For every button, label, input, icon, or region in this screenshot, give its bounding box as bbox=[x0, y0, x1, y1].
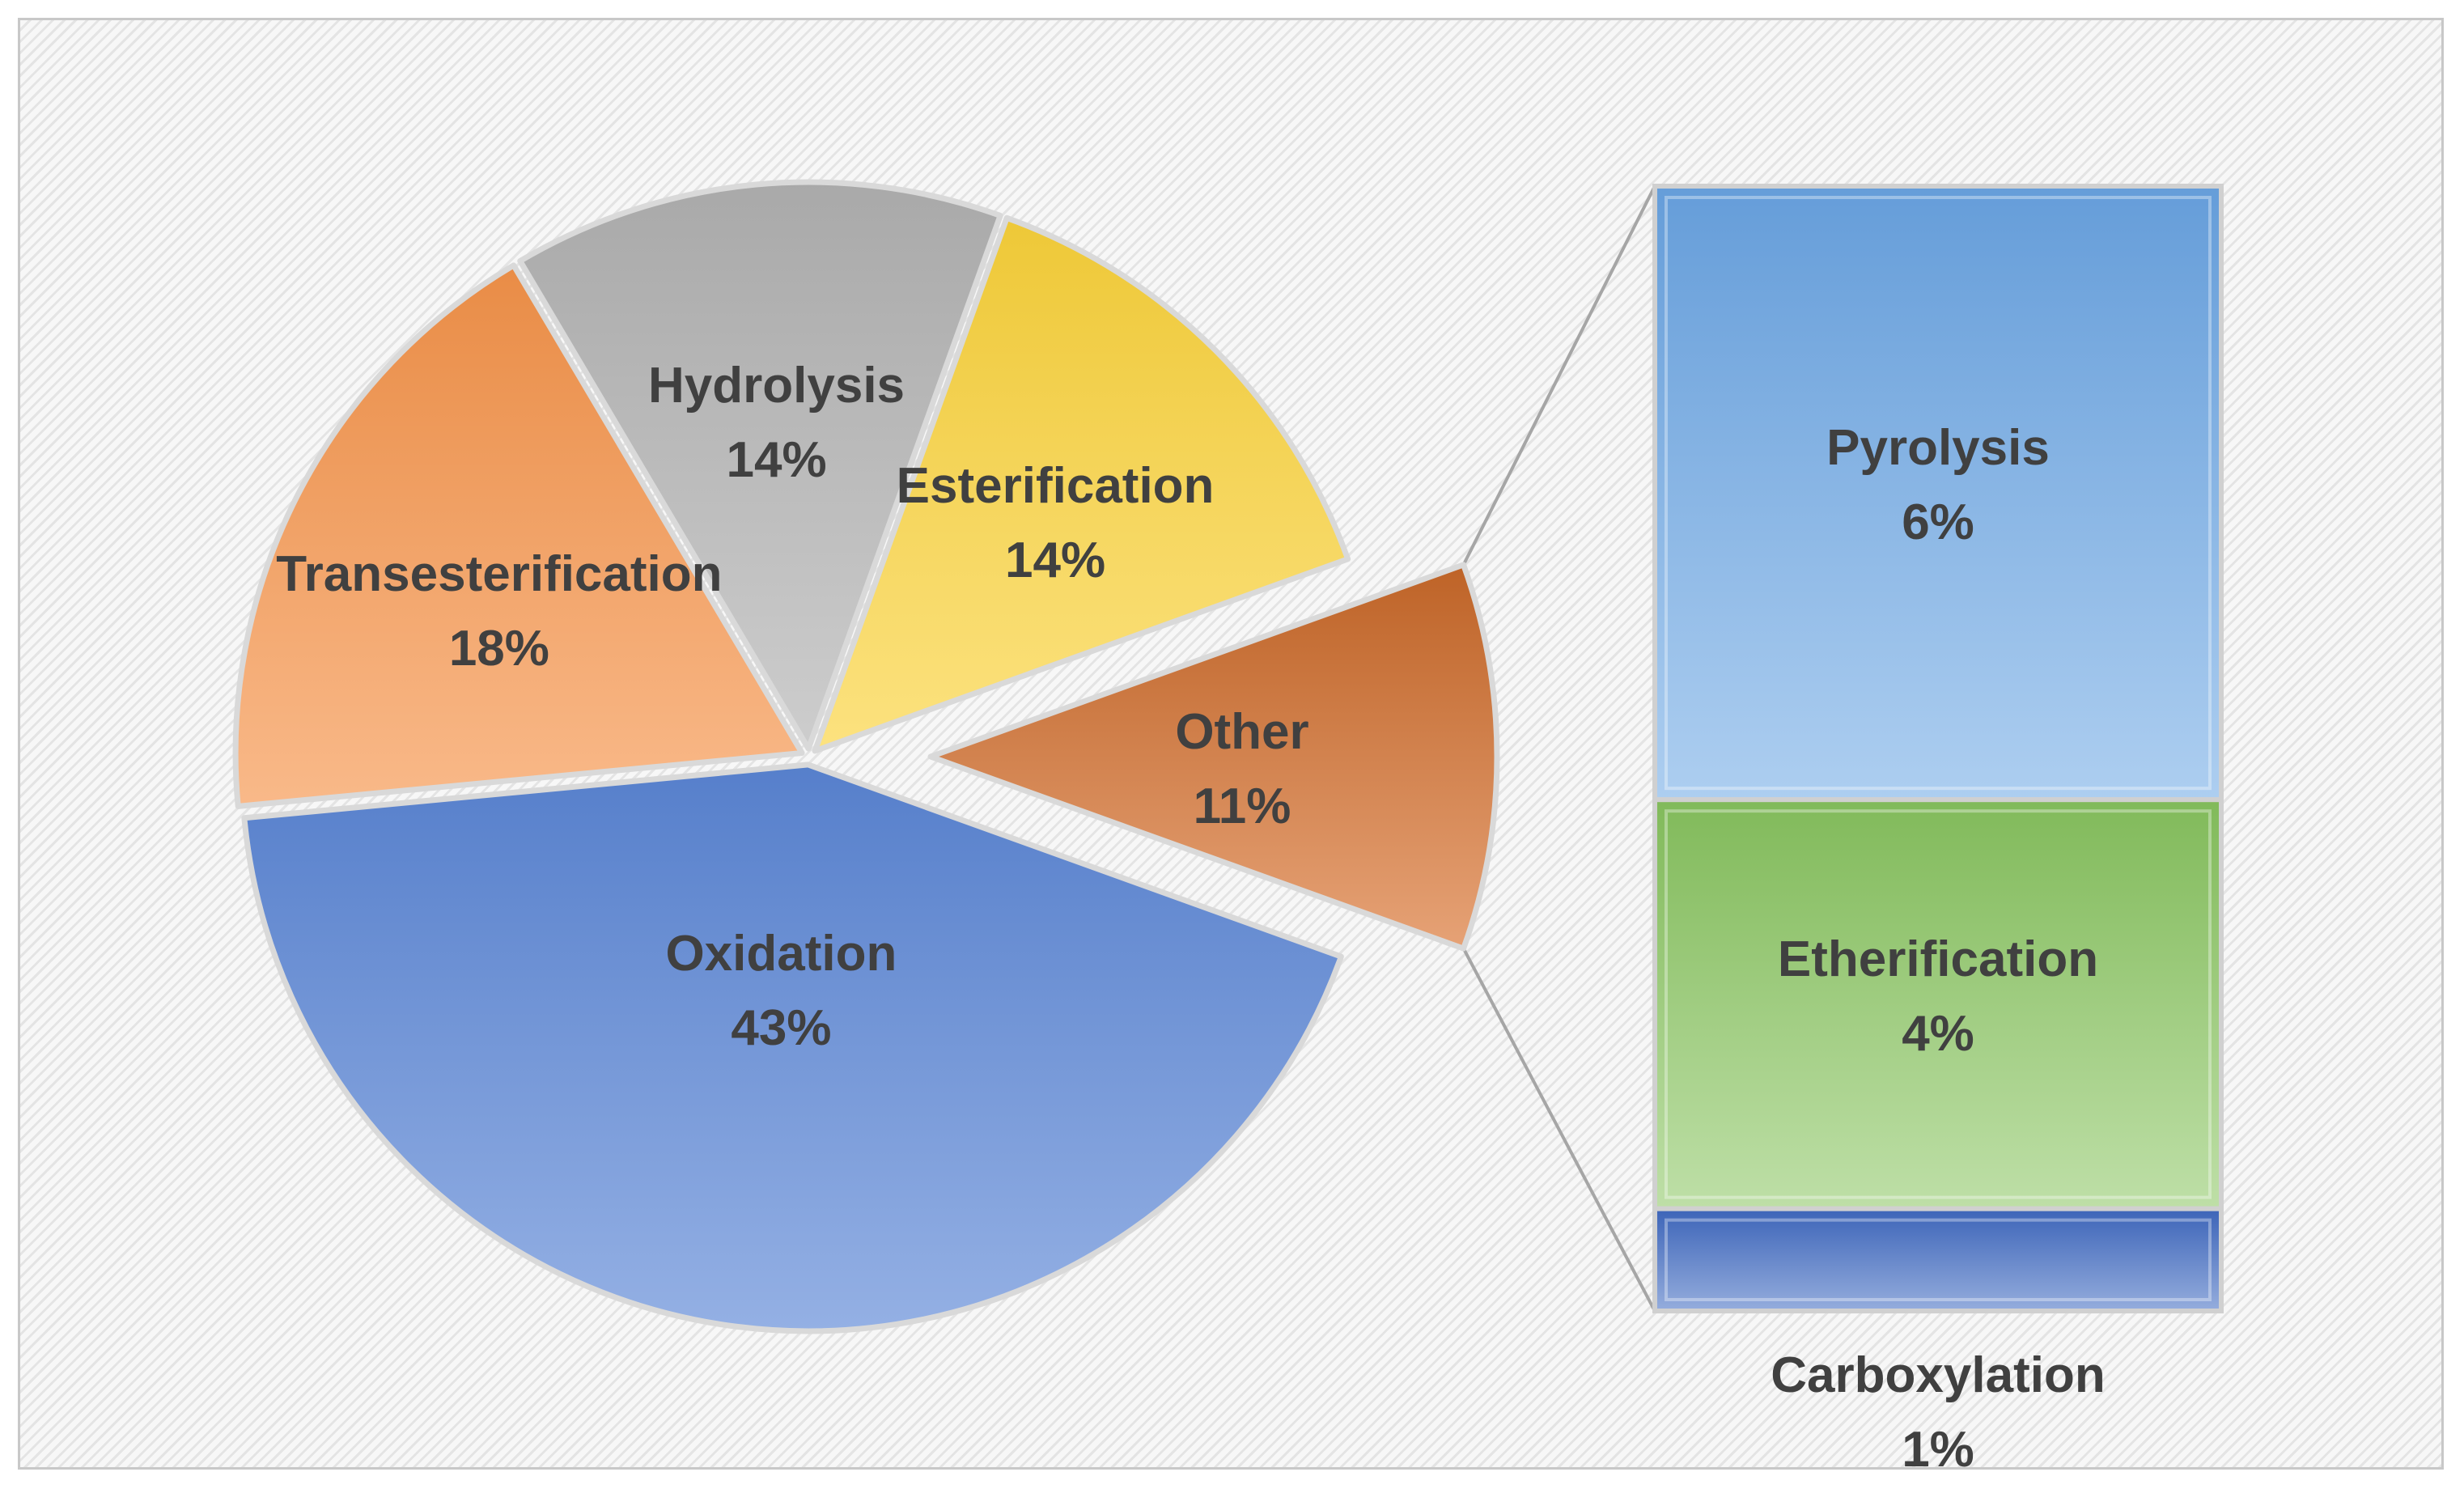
label-name-transesterification: Transesterification bbox=[276, 546, 722, 602]
label-name-other: Other bbox=[1175, 704, 1308, 760]
data-label-esterification: Esterification 14% bbox=[897, 458, 1215, 588]
pie-slice-transesterification bbox=[232, 262, 805, 809]
data-label-transesterification: Transesterification 18% bbox=[276, 546, 722, 677]
pie-slices bbox=[232, 179, 1500, 1334]
pie-slice-other bbox=[927, 562, 1500, 952]
label-value-hydrolysis: 14% bbox=[726, 432, 826, 488]
label-name-esterification: Esterification bbox=[897, 458, 1215, 514]
pie-slice-esterification bbox=[812, 214, 1351, 754]
connector-line-top bbox=[1461, 185, 1656, 566]
bar-bevel-pyrolysis bbox=[1665, 196, 2212, 791]
label-name-hydrolysis: Hydrolysis bbox=[648, 358, 905, 414]
connector-lines bbox=[1461, 185, 1656, 1312]
data-label-other: Other 11% bbox=[1175, 704, 1308, 834]
label-name-oxidation: Oxidation bbox=[665, 926, 897, 982]
bar-segment-etherification bbox=[1652, 797, 2224, 1211]
label-name-pyrolysis: Pyrolysis bbox=[1826, 420, 2050, 476]
bar-bevel-carboxylation bbox=[1665, 1218, 2212, 1301]
label-name-carboxylation: Carboxylation bbox=[1771, 1347, 2105, 1403]
connector-line-bottom bbox=[1461, 948, 1656, 1312]
label-value-transesterification: 18% bbox=[449, 621, 549, 677]
data-labels: Oxidation 43% Transesterification 18% Hydrol… bbox=[276, 358, 2106, 1478]
label-value-oxidation: 43% bbox=[731, 1000, 831, 1056]
bar-segment-pyrolysis bbox=[1652, 184, 2224, 803]
pie-slice-hydrolysis bbox=[517, 179, 1003, 752]
pie-slice-oxidation bbox=[241, 761, 1344, 1334]
breakdown-bar bbox=[1652, 184, 2224, 1313]
label-value-carboxylation: 1% bbox=[1902, 1422, 1974, 1478]
data-label-oxidation: Oxidation 43% bbox=[665, 926, 897, 1056]
data-label-pyrolysis: Pyrolysis 6% bbox=[1826, 420, 2050, 550]
label-value-etherification: 4% bbox=[1902, 1006, 1974, 1062]
label-value-esterification: 14% bbox=[1005, 532, 1105, 588]
data-label-etherification: Etherification 4% bbox=[1778, 931, 2098, 1062]
label-name-etherification: Etherification bbox=[1778, 931, 2098, 987]
data-label-hydrolysis: Hydrolysis 14% bbox=[648, 358, 905, 488]
label-value-other: 11% bbox=[1194, 778, 1291, 834]
data-label-carboxylation: Carboxylation 1% bbox=[1771, 1347, 2105, 1478]
bar-bevel-etherification bbox=[1665, 809, 2212, 1199]
bar-segment-carboxylation bbox=[1652, 1206, 2224, 1313]
label-value-pyrolysis: 6% bbox=[1902, 494, 1974, 550]
